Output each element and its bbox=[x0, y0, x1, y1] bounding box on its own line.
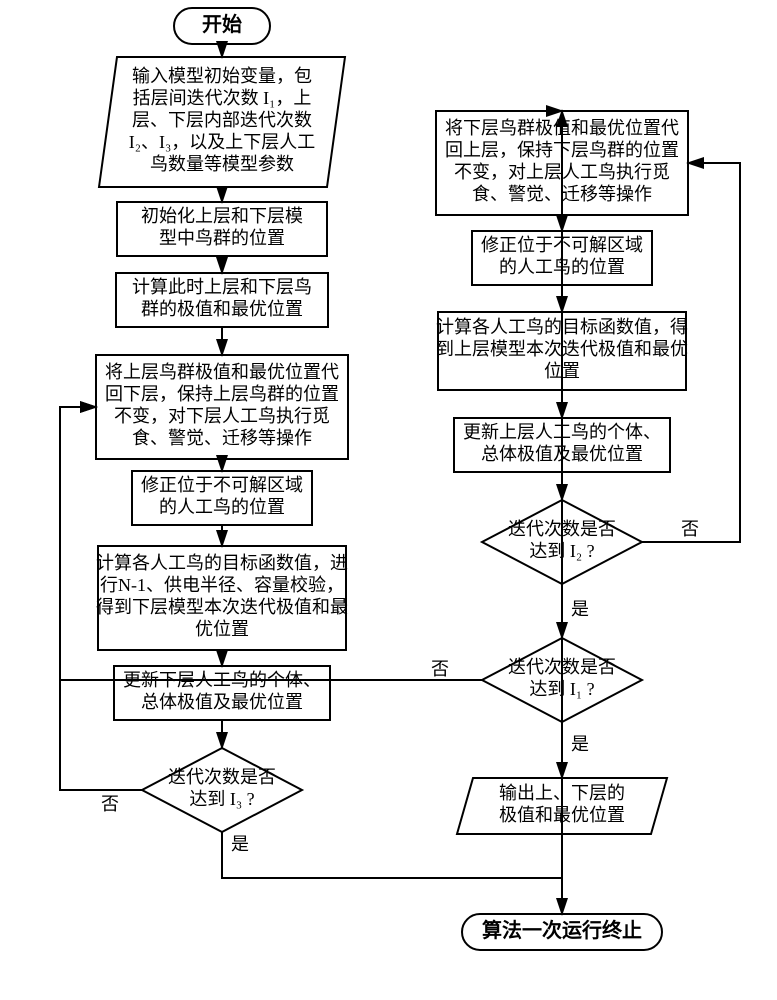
svg-text:是: 是 bbox=[571, 734, 589, 754]
node-n_init: 初始化上层和下层模型中鸟群的位置 bbox=[117, 202, 327, 256]
node-n_sub_lower: 将上层鸟群极值和最优位置代回下层，保持上层鸟群的位置不变，对下层人工鸟执行觅食、… bbox=[96, 355, 348, 459]
svg-text:开始: 开始 bbox=[202, 12, 242, 36]
svg-text:算法一次运行终止: 算法一次运行终止 bbox=[482, 918, 642, 942]
node-n_fix_lower: 修正位于不可解区域的人工鸟的位置 bbox=[132, 471, 312, 525]
node-n_calc0: 计算此时上层和下层鸟群的极值和最优位置 bbox=[116, 273, 328, 327]
node-n_input: 输入模型初始变量，包括层间迭代次数 I₁，上层、下层内部迭代次数I₂、I₃，以及… bbox=[99, 57, 345, 187]
flowchart-svg: 开始输入模型初始变量，包括层间迭代次数 I₁，上层、下层内部迭代次数I₂、I₃，… bbox=[0, 0, 777, 1000]
svg-text:输入模型初始变量，包括层间迭代次数 I₁，上层、下层内部迭代: 输入模型初始变量，包括层间迭代次数 I₁，上层、下层内部迭代次数I₂、I₃，以及… bbox=[129, 66, 316, 174]
node-n_eval_lower: 计算各人工鸟的目标函数值，进行N-1、供电半径、容量校验，得到下层模型本次迭代极… bbox=[96, 546, 348, 650]
svg-text:否: 否 bbox=[431, 659, 449, 679]
svg-text:是: 是 bbox=[231, 834, 249, 854]
node-start: 开始 bbox=[174, 8, 270, 44]
node-n_upd_lower: 更新下层人工鸟的个体、总体极值及最优位置 bbox=[114, 666, 330, 720]
svg-text:是: 是 bbox=[571, 599, 589, 619]
node-d_I3: 迭代次数是否达到 I₃ ? bbox=[142, 748, 302, 832]
svg-text:否: 否 bbox=[681, 519, 699, 539]
node-end: 算法一次运行终止 bbox=[462, 914, 662, 950]
svg-text:否: 否 bbox=[101, 794, 119, 814]
